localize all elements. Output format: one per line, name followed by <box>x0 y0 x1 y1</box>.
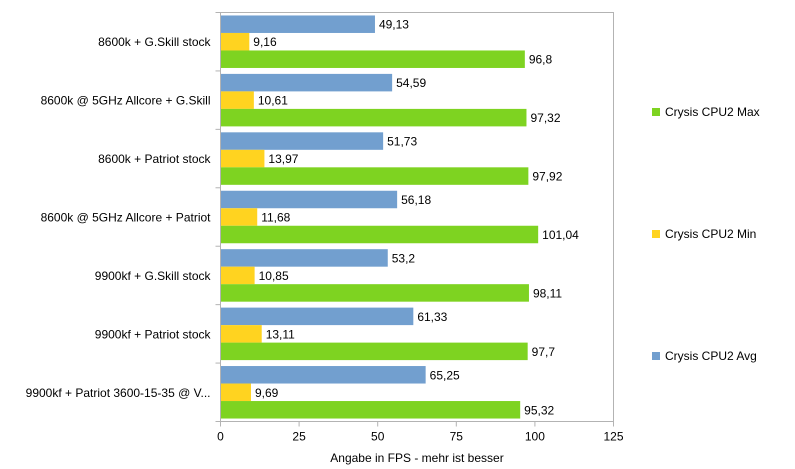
bar-crysis-cpu2-max <box>220 342 528 361</box>
bar-crysis-cpu2-max <box>220 225 539 244</box>
bar-value-label: 53,2 <box>392 251 416 265</box>
bar-value-label: 51,73 <box>387 135 417 149</box>
category-label: 9900kf + Patriot stock <box>95 327 212 341</box>
legend-item: Crysis CPU2 Min <box>652 227 756 241</box>
x-tick-label: 100 <box>525 430 545 444</box>
x-tick-label: 50 <box>371 430 385 444</box>
bar-crysis-cpu2-avg <box>220 190 398 209</box>
bar-value-label: 13,97 <box>268 152 298 166</box>
bar-crysis-cpu2-max <box>220 401 521 419</box>
bars-layer <box>220 15 539 419</box>
bar-crysis-cpu2-min <box>220 266 255 285</box>
x-axis-ticks-layer: 0 25 50 75 100 125 <box>215 12 624 444</box>
legend-swatch <box>652 108 660 116</box>
bar-crysis-cpu2-avg <box>220 366 426 384</box>
bar-value-label: 54,59 <box>396 76 426 90</box>
legend-item: Crysis CPU2 Max <box>652 105 760 119</box>
category-label: 8600k + G.Skill stock <box>98 35 211 49</box>
legend-swatch <box>652 230 660 238</box>
bar-crysis-cpu2-max <box>220 108 527 127</box>
legend-item: Crysis CPU2 Avg <box>652 349 757 363</box>
bar-value-label: 9,16 <box>253 35 277 49</box>
bar-crysis-cpu2-min <box>220 208 258 226</box>
x-tick-label: 0 <box>217 430 224 444</box>
bar-crysis-cpu2-max <box>220 284 529 302</box>
x-axis-title: Angabe in FPS - mehr ist besser <box>330 451 503 465</box>
bar-value-label: 96,8 <box>529 53 553 67</box>
bar-value-label: 49,13 <box>379 18 409 32</box>
category-label: 9900kf + Patriot 3600-15-35 @ V... <box>26 386 211 400</box>
bar-value-label: 9,69 <box>255 386 279 400</box>
bar-value-label: 97,32 <box>530 111 560 125</box>
category-label: 8600k + Patriot stock <box>98 152 211 166</box>
bar-value-label: 13,11 <box>266 327 295 341</box>
category-label: 8600k @ 5GHz Allcore + Patriot <box>41 211 212 225</box>
legend-label: Crysis CPU2 Min <box>665 227 757 241</box>
x-tick-label: 25 <box>292 430 306 444</box>
x-tick-label: 75 <box>450 430 464 444</box>
x-tick-label: 125 <box>603 430 623 444</box>
bar-crysis-cpu2-avg <box>220 15 375 33</box>
category-label: 8600k @ 5GHz Allcore + G.Skill <box>41 94 211 108</box>
bar-crysis-cpu2-min <box>220 149 265 168</box>
bar-value-label: 11,68 <box>261 211 290 225</box>
legend-label: Crysis CPU2 Avg <box>665 349 757 363</box>
bar-crysis-cpu2-avg <box>220 132 384 150</box>
bar-value-label: 98,11 <box>533 286 562 300</box>
bar-crysis-cpu2-min <box>220 325 262 343</box>
bar-crysis-cpu2-min <box>220 91 254 109</box>
bar-crysis-cpu2-min <box>220 383 251 402</box>
bar-crysis-cpu2-max <box>220 50 525 68</box>
bar-value-label: 56,18 <box>401 193 431 207</box>
category-labels-layer: 8600k + G.Skill stock 8600k @ 5GHz Allcor… <box>26 35 212 400</box>
bar-crysis-cpu2-min <box>220 32 250 51</box>
bar-value-label: 10,85 <box>259 269 289 283</box>
bar-crysis-cpu2-avg <box>220 73 393 92</box>
bar-crysis-cpu2-avg <box>220 249 388 267</box>
bar-value-label: 61,33 <box>417 310 447 324</box>
bar-crysis-cpu2-max <box>220 167 529 185</box>
plot-frame <box>220 12 614 422</box>
value-labels-layer: 49,13 9,16 96,8 54,59 10,61 97,32 51,73 13,97 97… <box>253 18 579 418</box>
bar-value-label: 95,32 <box>524 403 554 417</box>
legend-swatch <box>652 352 660 360</box>
bar-value-label: 101,04 <box>542 228 579 242</box>
legend-label: Crysis CPU2 Max <box>665 105 760 119</box>
category-label: 9900kf + G.Skill stock <box>95 269 212 283</box>
bar-value-label: 97,92 <box>532 170 562 184</box>
bar-value-label: 65,25 <box>430 368 460 382</box>
bar-crysis-cpu2-avg <box>220 307 414 326</box>
bar-value-label: 97,7 <box>532 345 556 359</box>
bar-value-label: 10,61 <box>258 94 288 108</box>
